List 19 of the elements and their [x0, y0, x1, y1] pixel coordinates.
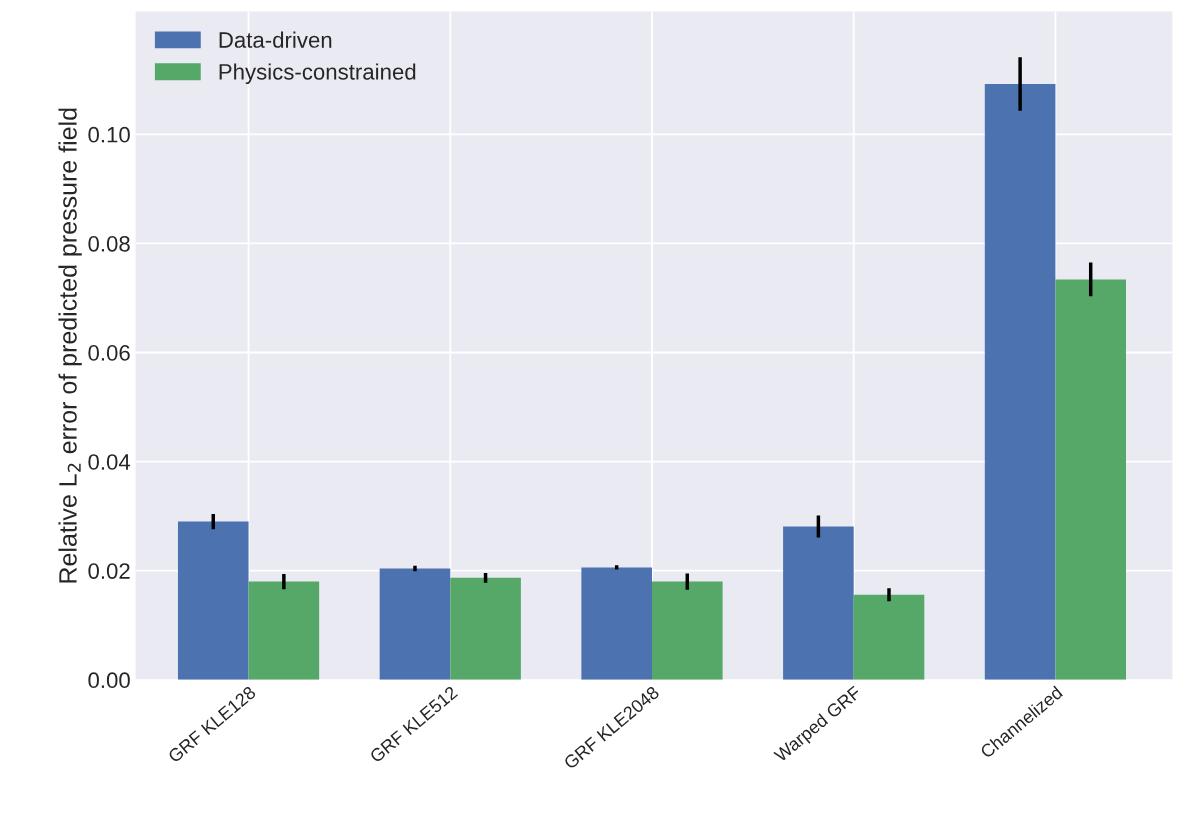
legend-label: Physics-constrained: [219, 63, 416, 85]
bar: [651, 581, 723, 680]
bar: [984, 84, 1056, 680]
y-axis-title: Relative L$_{2}$ error of predicted pressure field: [58, 108, 82, 583]
y-tick-label: 0.10: [88, 126, 130, 143]
y-tick-label: 0.08: [88, 235, 130, 252]
bar: [248, 581, 320, 680]
bar: [379, 568, 451, 680]
bar: [177, 521, 249, 680]
y-tick-label: 0.04: [88, 454, 131, 470]
y-tick-label: 0.00: [88, 672, 130, 689]
bar: [853, 594, 925, 680]
y-tick-label: 0.02: [88, 563, 130, 579]
legend-label: Data-driven: [219, 31, 332, 48]
bar: [581, 567, 652, 680]
bar: [450, 577, 521, 680]
bar: [1055, 279, 1127, 680]
y-tick-label: 0.06: [88, 345, 130, 361]
bar: [783, 526, 854, 680]
